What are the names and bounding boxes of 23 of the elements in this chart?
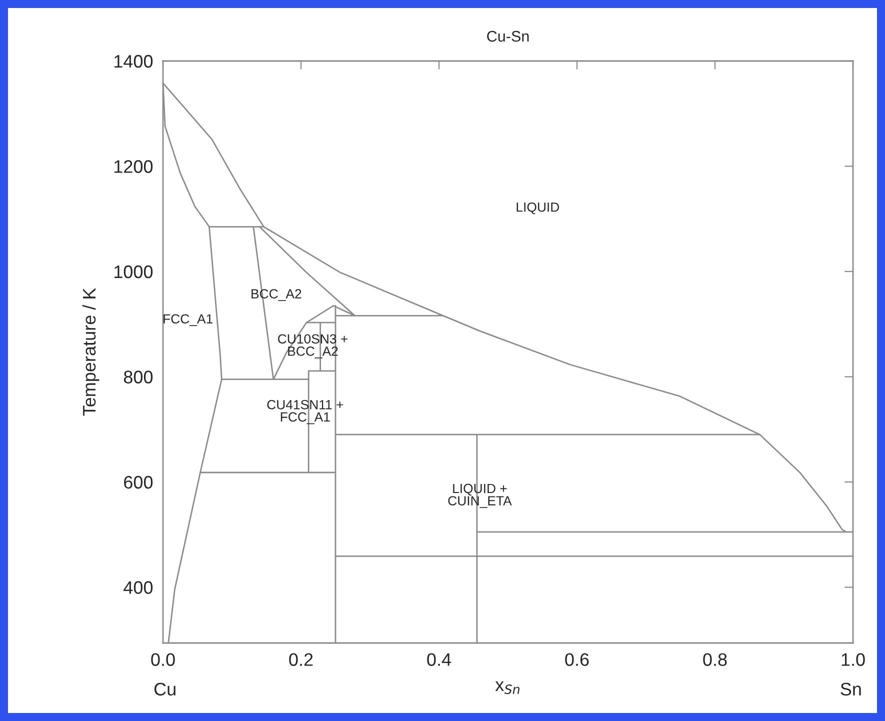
y-axis-title: Temperature / K (82, 288, 100, 416)
y-tick-label: 1000 (114, 265, 153, 278)
text: Cu (154, 682, 176, 696)
y-tick-label: 1200 (114, 160, 153, 173)
y-tick-label: 800 (124, 370, 153, 384)
x-axis-title: x$_{Sn}$ (495, 681, 520, 694)
x-tick-label: 0.6 (565, 653, 589, 666)
y-tick-label: 1400 (114, 54, 153, 68)
annotation: LIQUID + CUIN_ETA (448, 484, 512, 508)
x-tick-label: 0.4 (427, 653, 452, 666)
y-tick-label: 600 (124, 476, 153, 489)
annotation: FCC_A1 (164, 314, 212, 326)
annotation: BCC_A2 (252, 289, 302, 301)
x-tick-label: 1.0 (842, 653, 865, 666)
y-tick-label: 400 (124, 581, 153, 594)
x-tick-label: 0.8 (703, 653, 727, 666)
x-tick-label: 0.0 (151, 653, 175, 666)
text: Sn (840, 682, 861, 696)
annotation: LIQUID (516, 202, 560, 214)
chart-title: Cu-Sn (487, 30, 529, 42)
annotation: CU41SN11 + FCC_A1 (267, 400, 344, 424)
x-tick-label: 0.2 (289, 653, 313, 666)
annotation: CU10SN3 + BCC_A2 (278, 334, 348, 358)
